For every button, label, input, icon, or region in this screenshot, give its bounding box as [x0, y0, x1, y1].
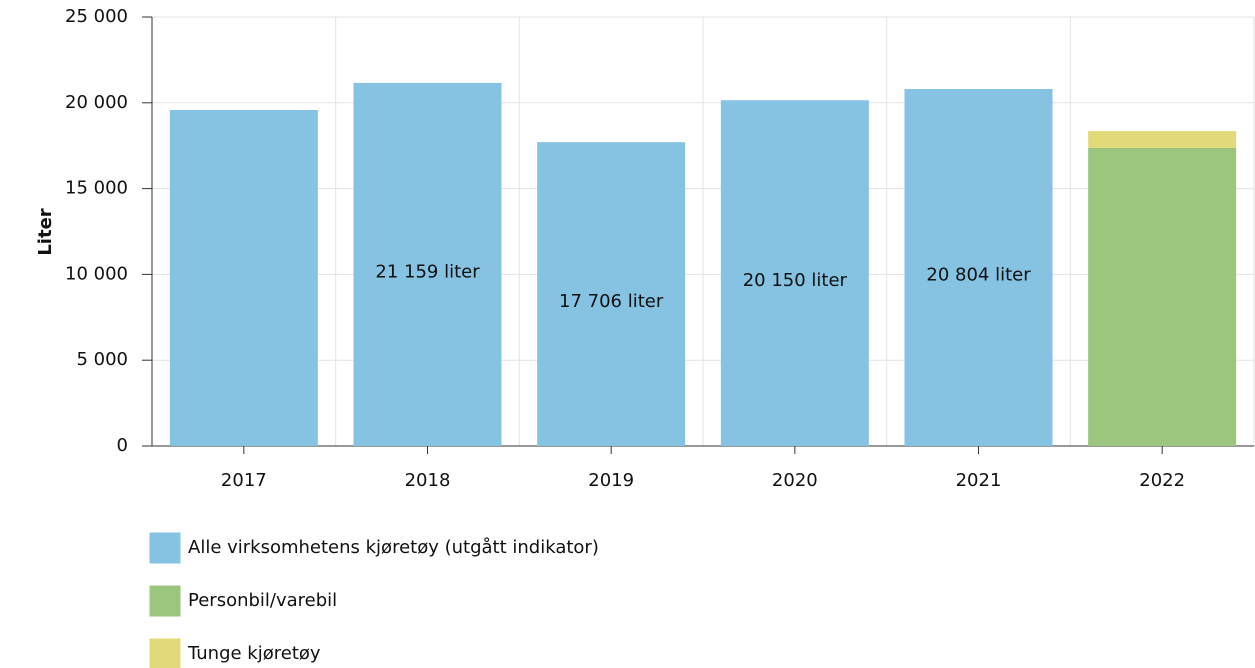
y-tick-label: 15 000 — [65, 178, 128, 199]
bar — [1088, 147, 1237, 447]
y-axis-label: Liter — [35, 208, 56, 255]
x-tick-label: 2019 — [588, 470, 634, 491]
x-tick-label: 2021 — [956, 470, 1002, 491]
bar — [353, 82, 502, 446]
legend-swatch — [149, 638, 181, 668]
data-label: 17 706 liter — [559, 291, 664, 312]
x-tick-label: 2022 — [1139, 470, 1185, 491]
data-label: 20 150 liter — [743, 270, 848, 291]
bar — [169, 110, 318, 446]
data-label: 21 159 liter — [375, 261, 480, 282]
y-tick-label: 20 000 — [65, 92, 128, 113]
y-tick-label: 10 000 — [65, 263, 128, 284]
bar — [1088, 131, 1237, 148]
x-tick-label: 2018 — [405, 470, 451, 491]
legend-label: Alle virksomhetens kjøretøy (utgått indi… — [188, 537, 599, 558]
legend-swatch — [149, 585, 181, 617]
legend-label: Tunge kjøretøy — [187, 643, 321, 664]
y-tick-label: 5 000 — [76, 349, 128, 370]
bar — [537, 142, 686, 446]
bar — [904, 89, 1053, 446]
x-tick-label: 2020 — [772, 470, 818, 491]
data-label: 20 804 liter — [926, 265, 1031, 286]
legend-swatch — [149, 532, 181, 564]
bar — [720, 100, 869, 446]
legend-label: Personbil/varebil — [188, 590, 337, 611]
y-tick-label: 0 — [117, 435, 128, 456]
y-tick-label: 25 000 — [65, 6, 128, 27]
x-tick-label: 2017 — [221, 470, 267, 491]
